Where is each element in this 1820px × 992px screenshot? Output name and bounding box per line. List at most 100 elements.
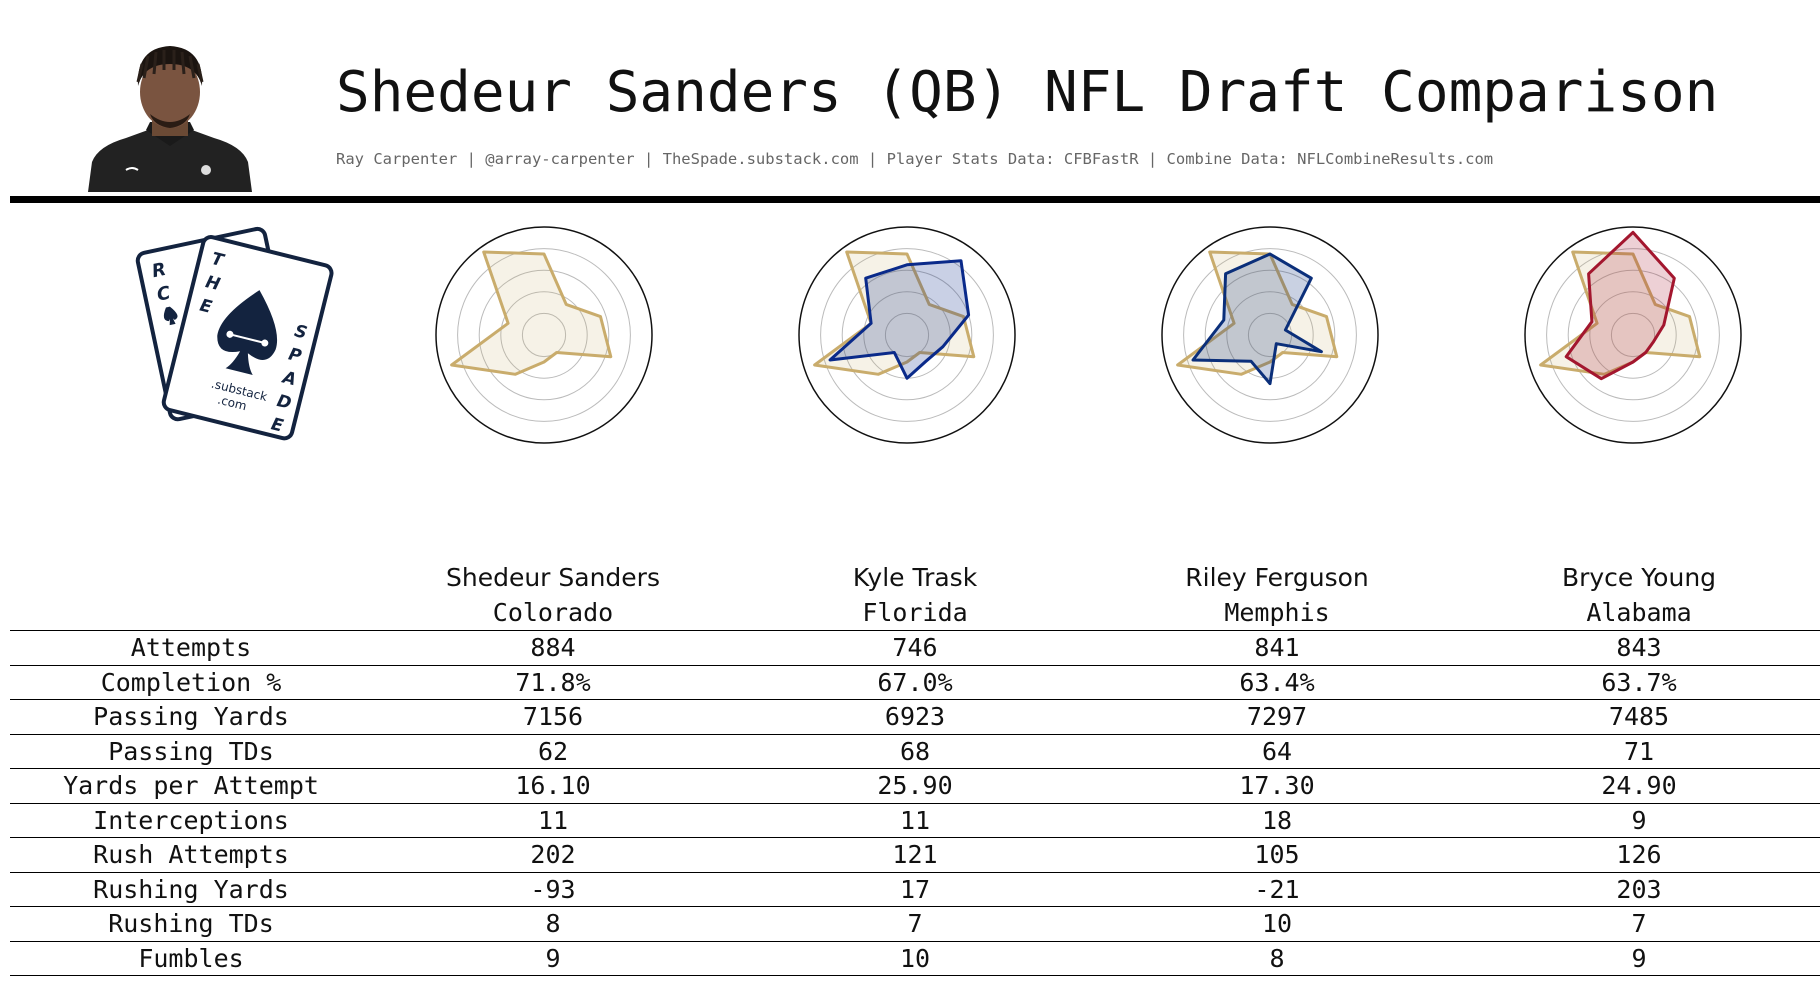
stats-table: Shedeur Sanders Colorado Kyle Trask Florid… xyxy=(10,560,1820,976)
radar-ring xyxy=(841,269,973,401)
player-name: Riley Ferguson xyxy=(1185,563,1369,592)
radar-charts xyxy=(435,226,1742,444)
stat-value: 6923 xyxy=(734,699,1096,735)
radar-chart xyxy=(1524,226,1742,444)
radar-outer-ring xyxy=(1161,226,1379,444)
stat-label: Attempts xyxy=(10,630,372,666)
radar-ring xyxy=(1204,269,1336,401)
stat-value: 843 xyxy=(1458,630,1820,666)
radar-chart xyxy=(435,226,653,444)
stat-value: 7485 xyxy=(1458,699,1820,735)
table-row: Rush Attempts 202 121 105 126 xyxy=(10,837,1820,873)
player-name: Bryce Young xyxy=(1561,563,1717,592)
stat-value: 67.0% xyxy=(734,665,1096,700)
table-row: Yards per Attempt 16.10 25.90 17.30 24.90 xyxy=(10,768,1820,804)
stat-value: 9 xyxy=(372,941,734,976)
stat-label: Rushing Yards xyxy=(10,872,372,907)
stat-value: 8 xyxy=(372,906,734,942)
stat-value: 746 xyxy=(734,630,1096,666)
the-spade-logo: R C T H E S P A D E .substack .com xyxy=(135,226,334,441)
stat-value: 203 xyxy=(1458,872,1820,907)
stat-value: 9 xyxy=(1458,941,1820,976)
stat-value: 16.10 xyxy=(372,768,734,804)
player-header: Riley Ferguson Memphis xyxy=(1096,560,1458,631)
radar-series-comparison xyxy=(1564,230,1676,381)
stat-value: 11 xyxy=(734,803,1096,838)
radar-ring xyxy=(1589,291,1677,379)
table-row: Interceptions 11 11 18 9 xyxy=(10,803,1820,838)
stat-value: 10 xyxy=(1096,906,1458,942)
stat-value: 64 xyxy=(1096,734,1458,769)
chart-subtitle: Ray Carpenter | @array-carpenter | TheSp… xyxy=(336,150,1494,168)
stat-value: 24.90 xyxy=(1458,768,1820,804)
stat-value: 62 xyxy=(372,734,734,769)
radar-ring xyxy=(1546,248,1720,422)
header-blank xyxy=(10,560,372,631)
stat-value: 841 xyxy=(1096,630,1458,666)
stat-value: 17 xyxy=(734,872,1096,907)
radar-ring xyxy=(820,248,994,422)
small-spade-icon xyxy=(163,306,178,326)
table-row: Passing TDs 62 68 64 71 xyxy=(10,734,1820,769)
stat-value: 202 xyxy=(372,837,734,873)
stat-value: 63.7% xyxy=(1458,665,1820,700)
logo-letter-s: S xyxy=(292,321,309,343)
player-school: Florida xyxy=(862,598,968,627)
player-header: Bryce Young Alabama xyxy=(1458,560,1820,631)
radar-ring xyxy=(1567,269,1699,401)
logo-letter-a: A xyxy=(279,367,299,390)
logo-letter-h: H xyxy=(203,272,222,295)
stat-value: 126 xyxy=(1458,837,1820,873)
radar-ring xyxy=(500,291,588,379)
table-row: Passing Yards 7156 6923 7297 7485 xyxy=(10,699,1820,735)
logo-letter-c: C xyxy=(155,282,173,305)
table-row: Fumbles 9 10 8 9 xyxy=(10,941,1820,976)
stat-label: Rush Attempts xyxy=(10,837,372,873)
table-row: Completion % 71.8% 67.0% 63.4% 63.7% xyxy=(10,665,1820,700)
stat-label: Passing TDs xyxy=(10,734,372,769)
player-headshot xyxy=(88,46,252,192)
stat-value: 17.30 xyxy=(1096,768,1458,804)
chart-title: Shedeur Sanders (QB) NFL Draft Compariso… xyxy=(336,60,1719,125)
stat-value: 18 xyxy=(1096,803,1458,838)
logo-com-text: .com xyxy=(216,393,248,414)
stat-label: Interceptions xyxy=(10,803,372,838)
player-school: Memphis xyxy=(1224,598,1330,627)
radar-series-comparison xyxy=(828,259,971,380)
radar-outer-ring xyxy=(435,226,653,444)
stat-label: Yards per Attempt xyxy=(10,768,372,804)
stat-value: 68 xyxy=(734,734,1096,769)
stat-value: 71.8% xyxy=(372,665,734,700)
stat-value: 63.4% xyxy=(1096,665,1458,700)
player-school: Colorado xyxy=(492,598,614,627)
radar-outer-ring xyxy=(1524,226,1742,444)
radar-ring xyxy=(478,269,610,401)
stat-label: Completion % xyxy=(10,665,372,700)
radar-series-sanders xyxy=(450,250,613,376)
stat-value: 121 xyxy=(734,837,1096,873)
logo-letter-e2: E xyxy=(269,414,285,436)
player-header: Shedeur Sanders Colorado xyxy=(372,560,734,631)
stat-label: Rushing TDs xyxy=(10,906,372,942)
stat-value: 884 xyxy=(372,630,734,666)
table-row: Rushing TDs 8 7 10 7 xyxy=(10,906,1820,942)
radar-ring xyxy=(1183,248,1357,422)
radar-series-sanders xyxy=(813,250,976,376)
logo-letter-d: D xyxy=(275,391,294,414)
stat-label: Fumbles xyxy=(10,941,372,976)
player-name: Kyle Trask xyxy=(852,563,978,592)
stat-label: Passing Yards xyxy=(10,699,372,735)
radar-outer-ring xyxy=(798,226,1016,444)
stat-value: 8 xyxy=(1096,941,1458,976)
stat-value: -93 xyxy=(372,872,734,907)
player-name: Shedeur Sanders xyxy=(445,563,660,592)
header-divider xyxy=(10,196,1820,203)
stat-value: 105 xyxy=(1096,837,1458,873)
radar-ring xyxy=(457,248,631,422)
player-school: Alabama xyxy=(1586,598,1692,627)
logo-letter-e: E xyxy=(198,296,214,318)
big-spade-icon xyxy=(217,290,278,376)
radar-chart xyxy=(1161,226,1379,444)
stat-value: -21 xyxy=(1096,872,1458,907)
radar-series-comparison xyxy=(1191,252,1323,386)
